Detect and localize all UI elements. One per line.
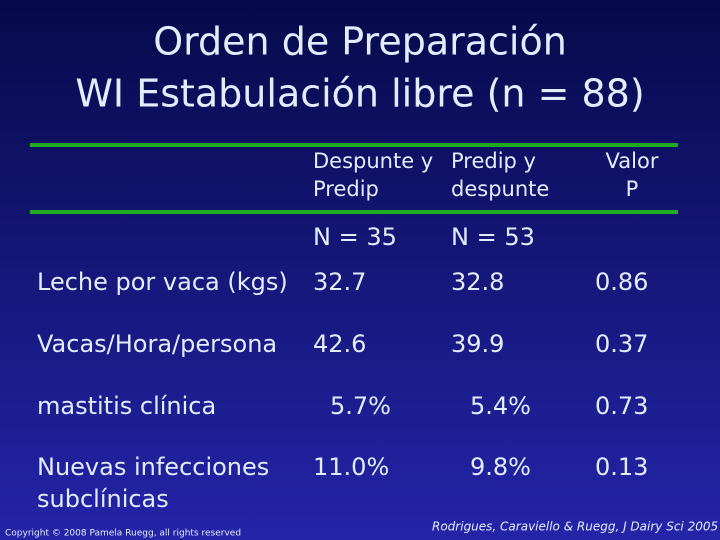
citation: Rodrigues, Caraviello & Ruegg, J Dairy S… [432, 520, 718, 534]
title-line: Orden de Preparación [153, 20, 567, 64]
cell: 5.4% [470, 392, 531, 420]
cell: 0.13 [595, 453, 648, 481]
row-label: Leche por vaca (kgs) [37, 268, 288, 296]
row-label: subclínicas [37, 485, 169, 513]
n-cell: N = 53 [451, 223, 535, 251]
cell: 11.0% [313, 453, 389, 481]
n-cell: N = 35 [313, 223, 397, 251]
row-label: Nuevas infecciones [37, 453, 269, 481]
title-line: WI Estabulación libre (n = 88) [75, 72, 644, 116]
column-header: Predip y [451, 149, 536, 173]
cell: 39.9 [451, 330, 504, 358]
row-label: Vacas/Hora/persona [37, 330, 277, 358]
cell: 0.73 [595, 392, 648, 420]
column-header: Valor [606, 149, 659, 173]
cell: 42.6 [313, 330, 366, 358]
column-header: despunte [451, 177, 549, 201]
cell: 32.7 [313, 268, 366, 296]
cell: 0.37 [595, 330, 648, 358]
column-header: Predip [313, 177, 379, 201]
column-header: P [626, 177, 639, 201]
copyright: Copyright © 2008 Pamela Ruegg, all right… [5, 529, 241, 539]
cell: 5.7% [330, 392, 391, 420]
column-header: Despunte y [313, 149, 433, 173]
cell: 0.86 [595, 268, 648, 296]
table: Despunte y Predip Predip y despunte Valor P N … [37, 149, 659, 513]
row-label: mastitis clínica [37, 392, 216, 420]
cell: 9.8% [470, 453, 531, 481]
cell: 32.8 [451, 268, 504, 296]
